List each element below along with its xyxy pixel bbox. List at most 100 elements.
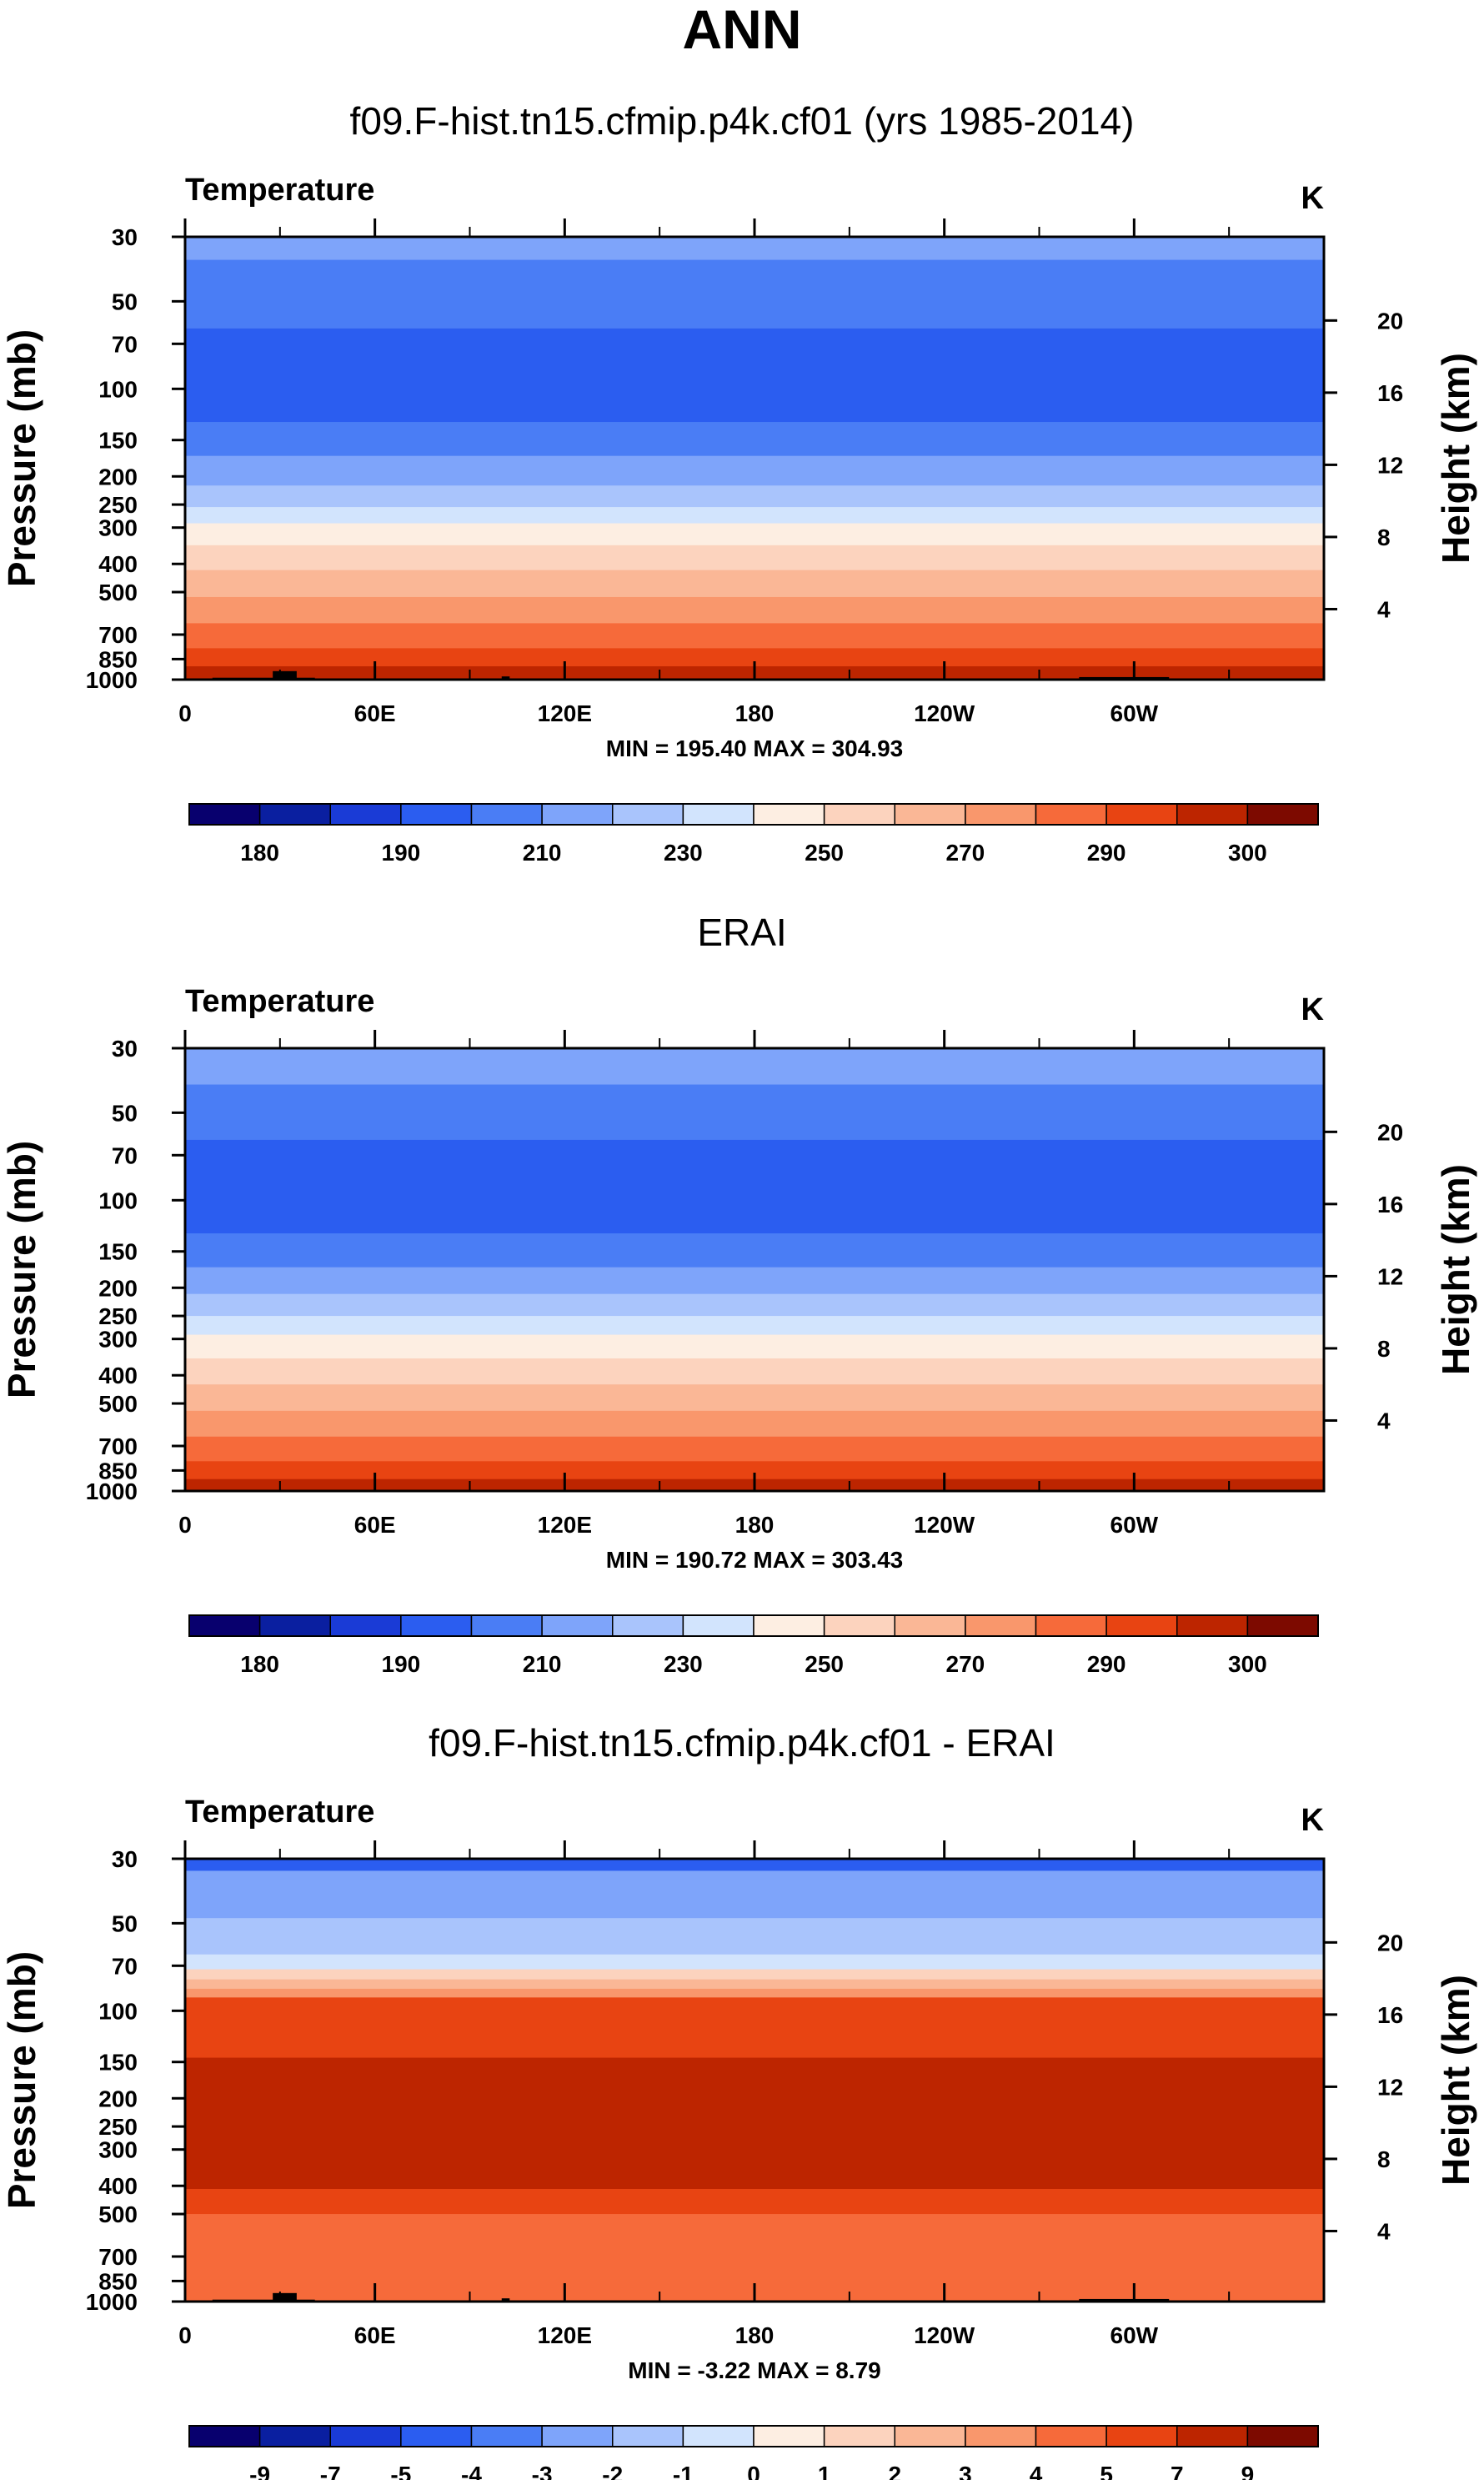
colorbar-label: 1 <box>818 2462 831 2480</box>
x-tick-label: 120E <box>538 700 592 726</box>
colorbar-swatch <box>823 2425 895 2447</box>
colorbar-swatch <box>753 803 825 826</box>
colorbar-label: 300 <box>1228 1651 1267 1677</box>
contour-band <box>185 422 1324 457</box>
y-tick-label: 100 <box>98 376 138 402</box>
y-tick-label: 850 <box>98 1458 138 1483</box>
y-tick-label: 30 <box>112 1846 138 1872</box>
colorbar-label: 2 <box>888 2462 901 2480</box>
y-tick-label: 30 <box>112 224 138 250</box>
min-max-label: MIN = 195.40 MAX = 304.93 <box>606 735 903 761</box>
colorbar-label: 190 <box>382 1651 421 1677</box>
colorbar-swatch <box>823 803 895 826</box>
colorbar-label: 230 <box>664 840 703 866</box>
y-tick-label: 200 <box>98 1275 138 1301</box>
y-tick-label: 250 <box>98 2114 138 2140</box>
colorbar-swatch <box>400 1614 473 1637</box>
colorbar-swatch <box>612 803 684 826</box>
colorbar-swatch <box>400 2425 473 2447</box>
y-tick-label: 70 <box>112 1953 138 1979</box>
min-max-label: MIN = 190.72 MAX = 303.43 <box>606 1547 903 1573</box>
variable-label: Temperature <box>185 984 374 1019</box>
y-tick-label: 500 <box>98 2201 138 2227</box>
contour-band <box>185 596 1324 625</box>
y2-tick-label: 20 <box>1377 308 1403 334</box>
contour-band <box>185 1988 1324 1998</box>
orography-block <box>1079 2298 1170 2302</box>
colorbar-swatch <box>823 1614 895 1637</box>
y2-tick-label: 16 <box>1377 380 1403 406</box>
y2-axis: 20 16 12 8 4 <box>1324 1930 1403 2244</box>
contour-band <box>185 1334 1324 1359</box>
contour-band <box>185 259 1324 329</box>
y-axis-title: Pressure (mb) <box>0 1141 43 1398</box>
contour-band <box>185 328 1324 423</box>
panels-container: f09.F-hist.tn15.cfmip.p4k.cf01 (yrs 1985… <box>0 99 1477 2480</box>
colorbar: 180 190 210 230 250 270 290 300 <box>188 803 1319 866</box>
x-tick-label: 180 <box>735 700 775 726</box>
colorbar-swatch <box>1035 803 1107 826</box>
colorbar: -9 -7 -5 -4 -3 -2 -1 0 1 2 3 4 5 7 9 <box>188 2425 1319 2480</box>
colorbar-swatch <box>753 2425 825 2447</box>
colorbar-swatch <box>470 2425 543 2447</box>
colorbar-label: 3 <box>959 2462 972 2480</box>
x-axis: 0 60E 120E 180 120W 60W <box>178 1840 1231 2348</box>
contour-band <box>185 2057 1324 2190</box>
colorbar-label: 7 <box>1171 2462 1184 2480</box>
y-tick-label: 500 <box>98 1391 138 1417</box>
colorbar-swatch <box>1176 2425 1249 2447</box>
y-tick-label: 1000 <box>86 1478 138 1504</box>
colorbar-swatch <box>965 2425 1037 2447</box>
colorbar-label: 290 <box>1087 1651 1126 1677</box>
y-tick-label: 400 <box>98 1363 138 1388</box>
contour-band <box>185 1267 1324 1295</box>
orography-block <box>273 2292 297 2302</box>
contour-band <box>185 1870 1324 1919</box>
x-tick-label: 180 <box>735 1512 775 1538</box>
colorbar-swatch <box>894 803 966 826</box>
colorbar-swatch <box>329 1614 402 1637</box>
y-tick-label: 250 <box>98 492 138 518</box>
y2-tick-label: 8 <box>1377 525 1391 550</box>
colorbar-frame <box>188 1614 1319 1637</box>
x-tick-label: 120W <box>914 2322 975 2348</box>
contour-band <box>185 1358 1324 1385</box>
contour-band <box>185 1410 1324 1438</box>
orography-block <box>501 676 510 680</box>
colorbar-swatch <box>1176 1614 1249 1637</box>
y2-axis-title: Height (km) <box>1434 353 1477 564</box>
y2-axis: 20 16 12 8 4 <box>1324 1119 1403 1433</box>
colorbar-label: 0 <box>747 2462 760 2480</box>
y-axis-title: Pressure (mb) <box>0 329 43 587</box>
units-label: K <box>1301 1803 1325 1838</box>
y2-tick-label: 12 <box>1377 1263 1403 1289</box>
y-tick-label: 200 <box>98 464 138 489</box>
x-tick-label: 120E <box>538 1512 592 1538</box>
contour-band <box>185 485 1324 508</box>
colorbar-swatch <box>612 2425 684 2447</box>
x-axis: 0 60E 120E 180 120W 60W <box>178 218 1231 726</box>
contour-band <box>185 1384 1324 1412</box>
y-tick-label: 50 <box>112 289 138 314</box>
x-tick-label: 120W <box>914 1512 975 1538</box>
contour-band <box>185 1316 1324 1336</box>
y-tick-label: 300 <box>98 515 138 541</box>
contour-band <box>185 648 1324 667</box>
colorbar-swatch <box>1176 803 1249 826</box>
x-tick-label: 60W <box>1110 1512 1159 1538</box>
colorbar-label: 270 <box>946 840 985 866</box>
colorbar-swatch <box>258 2425 331 2447</box>
variable-label: Temperature <box>185 1795 374 1830</box>
colorbar-swatch <box>682 1614 755 1637</box>
panel-3: f09.F-hist.tn15.cfmip.p4k.cf01 - ERAI Tem… <box>0 1721 1477 2480</box>
y-tick-label: 30 <box>112 1036 138 1062</box>
colorbar-swatch <box>541 1614 614 1637</box>
panel-1: f09.F-hist.tn15.cfmip.p4k.cf01 (yrs 1985… <box>0 99 1477 866</box>
y-tick-label: 850 <box>98 646 138 672</box>
y-tick-label: 100 <box>98 1998 138 2024</box>
y-tick-label: 150 <box>98 1239 138 1265</box>
y-tick-label: 300 <box>98 2137 138 2163</box>
